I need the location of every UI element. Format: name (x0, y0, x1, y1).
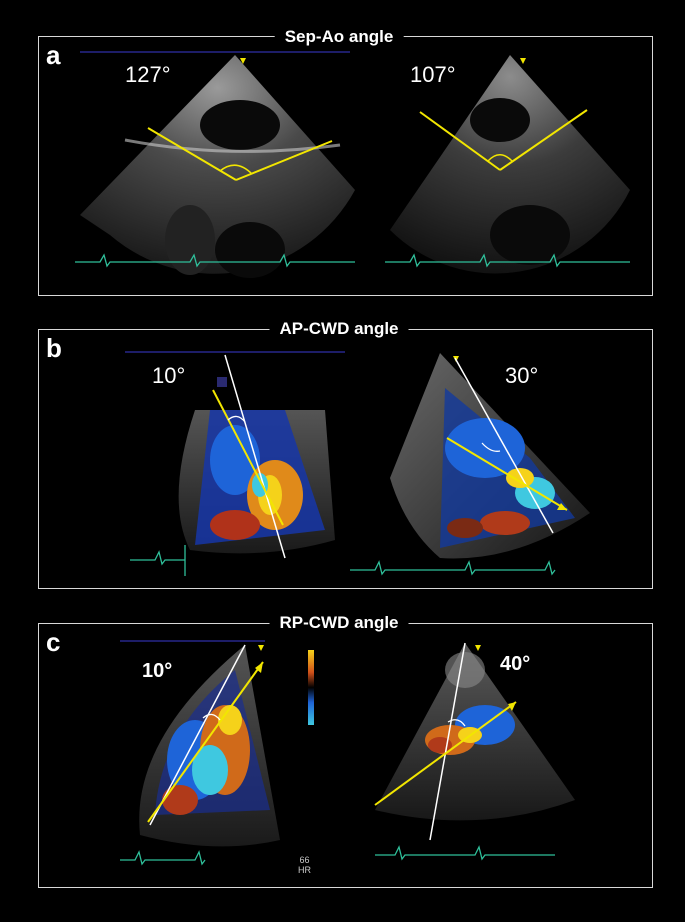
reference-line-c-left (149, 644, 246, 826)
measure-line-b-left (212, 389, 284, 526)
echo-image-a-right (385, 55, 630, 274)
heart-rate-unit: HR (298, 865, 311, 875)
echo-image-a-left (75, 51, 355, 278)
measure-line-a-right-2 (499, 109, 588, 171)
echo-image-b-right (350, 353, 590, 576)
reference-line-b-left (224, 354, 286, 559)
heart-rate-readout: 66 HR (298, 855, 311, 875)
panel-a-title: Sep-Ao angle (274, 27, 404, 47)
angle-label-c-left: 10° (142, 660, 173, 682)
panel-c-letter: c (46, 627, 61, 657)
angle-label-a-left: 127° (125, 62, 171, 87)
measure-line-c-right (374, 701, 517, 806)
measure-line-a-left-1 (147, 127, 237, 181)
measure-line-c-left (147, 661, 264, 823)
heart-rate-value: 66 (299, 855, 310, 865)
echo-image-c-left (120, 640, 314, 866)
reference-line-b-right (454, 357, 554, 534)
echo-image-b-left (125, 351, 345, 576)
panel-c-title: RP-CWD angle (269, 613, 409, 633)
angle-label-b-right: 30° (505, 363, 539, 388)
reference-line-c-right (429, 642, 466, 841)
angle-label-c-right: 40° (500, 653, 531, 675)
panel-b-title: AP-CWD angle (269, 319, 409, 339)
angle-label-b-left: 10° (152, 363, 186, 388)
measure-line-b-right (446, 437, 568, 511)
angle-label-a-right: 107° (410, 62, 456, 87)
panel-b-letter: b (46, 333, 62, 363)
measure-line-a-right-1 (419, 111, 501, 171)
panel-a-letter: a (46, 40, 61, 70)
echo-image-c-right (374, 642, 575, 861)
